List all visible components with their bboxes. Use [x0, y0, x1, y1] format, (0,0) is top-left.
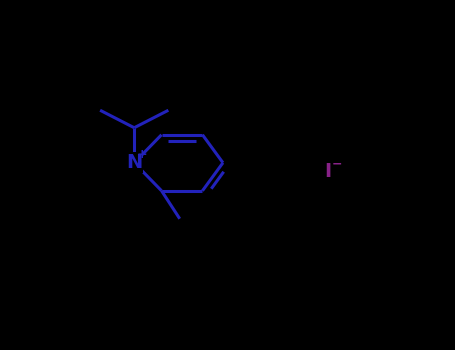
Text: −: − — [331, 157, 342, 170]
Text: +: + — [137, 148, 147, 161]
Text: N: N — [126, 153, 142, 172]
Text: I: I — [324, 162, 331, 181]
